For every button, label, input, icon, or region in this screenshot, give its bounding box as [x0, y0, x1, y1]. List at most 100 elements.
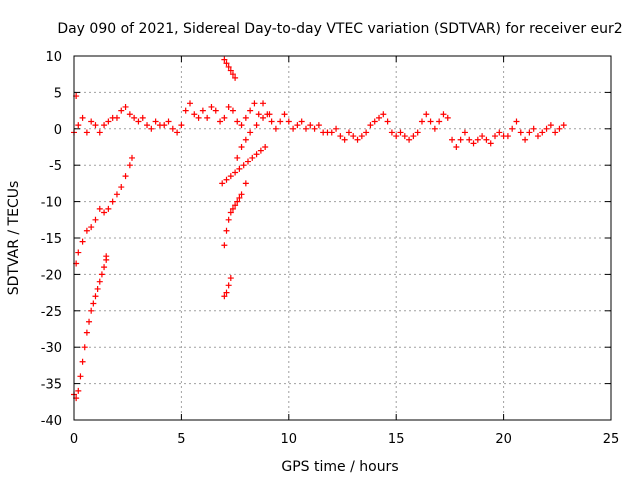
- x-tick-label: 20: [495, 432, 512, 447]
- y-tick-label: -25: [41, 305, 62, 320]
- x-tick-label: 5: [177, 432, 185, 447]
- series-arc-mid-low: [221, 275, 234, 300]
- data-point: [253, 151, 260, 158]
- data-point: [199, 107, 206, 114]
- data-point: [298, 118, 305, 125]
- data-point: [144, 122, 151, 129]
- data-point: [236, 165, 243, 172]
- data-point: [238, 191, 245, 198]
- data-point: [315, 122, 322, 129]
- data-point: [240, 162, 247, 169]
- series-arc-top-cluster: [221, 56, 239, 81]
- data-point: [221, 293, 228, 300]
- data-point: [98, 271, 105, 278]
- data-point: [397, 129, 404, 136]
- y-tick-label: -15: [41, 232, 62, 247]
- data-point: [122, 103, 129, 110]
- series-arc-lower-left: [71, 253, 110, 402]
- data-point: [238, 122, 245, 129]
- data-point: [277, 118, 284, 125]
- data-point: [253, 122, 260, 129]
- data-point: [453, 144, 460, 150]
- data-point: [165, 118, 172, 125]
- data-point: [236, 194, 243, 201]
- data-point: [79, 238, 86, 245]
- data-point: [534, 133, 541, 140]
- data-point: [90, 300, 97, 307]
- data-point: [88, 224, 95, 231]
- data-point: [219, 180, 226, 187]
- grid: [74, 56, 611, 420]
- data-point: [526, 129, 533, 136]
- data-point: [431, 125, 438, 132]
- data-point: [302, 125, 309, 132]
- data-point: [466, 136, 473, 143]
- data-point: [457, 136, 464, 143]
- y-tick-label: 0: [54, 123, 62, 138]
- data-point: [234, 118, 241, 125]
- data-point: [83, 329, 90, 336]
- plot-frame: [73, 55, 612, 421]
- data-point: [474, 136, 481, 143]
- data-point: [560, 122, 567, 129]
- data-point: [543, 125, 550, 132]
- data-point: [225, 63, 232, 70]
- data-point: [227, 67, 234, 74]
- data-point: [232, 74, 239, 81]
- chart-title: Day 090 of 2021, Sidereal Day-to-day VTE…: [57, 21, 622, 37]
- data-point: [221, 242, 228, 249]
- x-tick-label: 25: [603, 432, 620, 447]
- data-point: [92, 122, 99, 129]
- x-tick-label: 15: [388, 432, 405, 447]
- data-point: [509, 125, 516, 132]
- data-point: [92, 216, 99, 223]
- data-point: [380, 111, 387, 118]
- data-point: [81, 344, 88, 351]
- data-point: [290, 125, 297, 132]
- data-point: [345, 129, 352, 136]
- data-point: [229, 107, 236, 114]
- data-point: [388, 129, 395, 136]
- data-point: [242, 136, 249, 143]
- data-point: [105, 205, 112, 212]
- x-tick-label: 0: [70, 432, 78, 447]
- data-point: [88, 118, 95, 125]
- data-point: [268, 118, 275, 125]
- data-point: [371, 118, 378, 125]
- data-point: [272, 125, 279, 132]
- data-point: [103, 253, 110, 260]
- y-tick-label: 5: [54, 86, 62, 101]
- data-point: [260, 100, 267, 107]
- data-point: [92, 293, 99, 300]
- y-tick-label: 10: [45, 50, 62, 65]
- data-point: [504, 133, 511, 140]
- data-point: [234, 198, 241, 205]
- data-point: [229, 205, 236, 212]
- x-axis-label: GPS time / hours: [281, 459, 398, 475]
- data-point: [182, 107, 189, 114]
- data-point: [234, 154, 241, 161]
- data-point: [262, 144, 269, 150]
- data-point: [212, 107, 219, 114]
- data-point: [242, 114, 249, 121]
- data-point: [225, 282, 232, 289]
- data-point: [75, 122, 82, 129]
- data-point: [384, 118, 391, 125]
- data-point: [232, 169, 239, 176]
- data-point: [539, 129, 546, 136]
- data-point: [221, 114, 228, 121]
- data-point: [126, 162, 133, 169]
- data-point: [307, 122, 314, 129]
- data-point: [101, 122, 108, 129]
- data-point: [79, 358, 86, 365]
- data-point: [178, 122, 185, 129]
- data-point: [249, 154, 256, 161]
- data-point: [470, 140, 477, 147]
- data-point: [83, 129, 90, 136]
- data-point: [238, 144, 245, 150]
- data-point: [148, 125, 155, 132]
- data-point: [101, 209, 108, 216]
- data-point: [449, 136, 456, 143]
- data-point: [94, 285, 101, 292]
